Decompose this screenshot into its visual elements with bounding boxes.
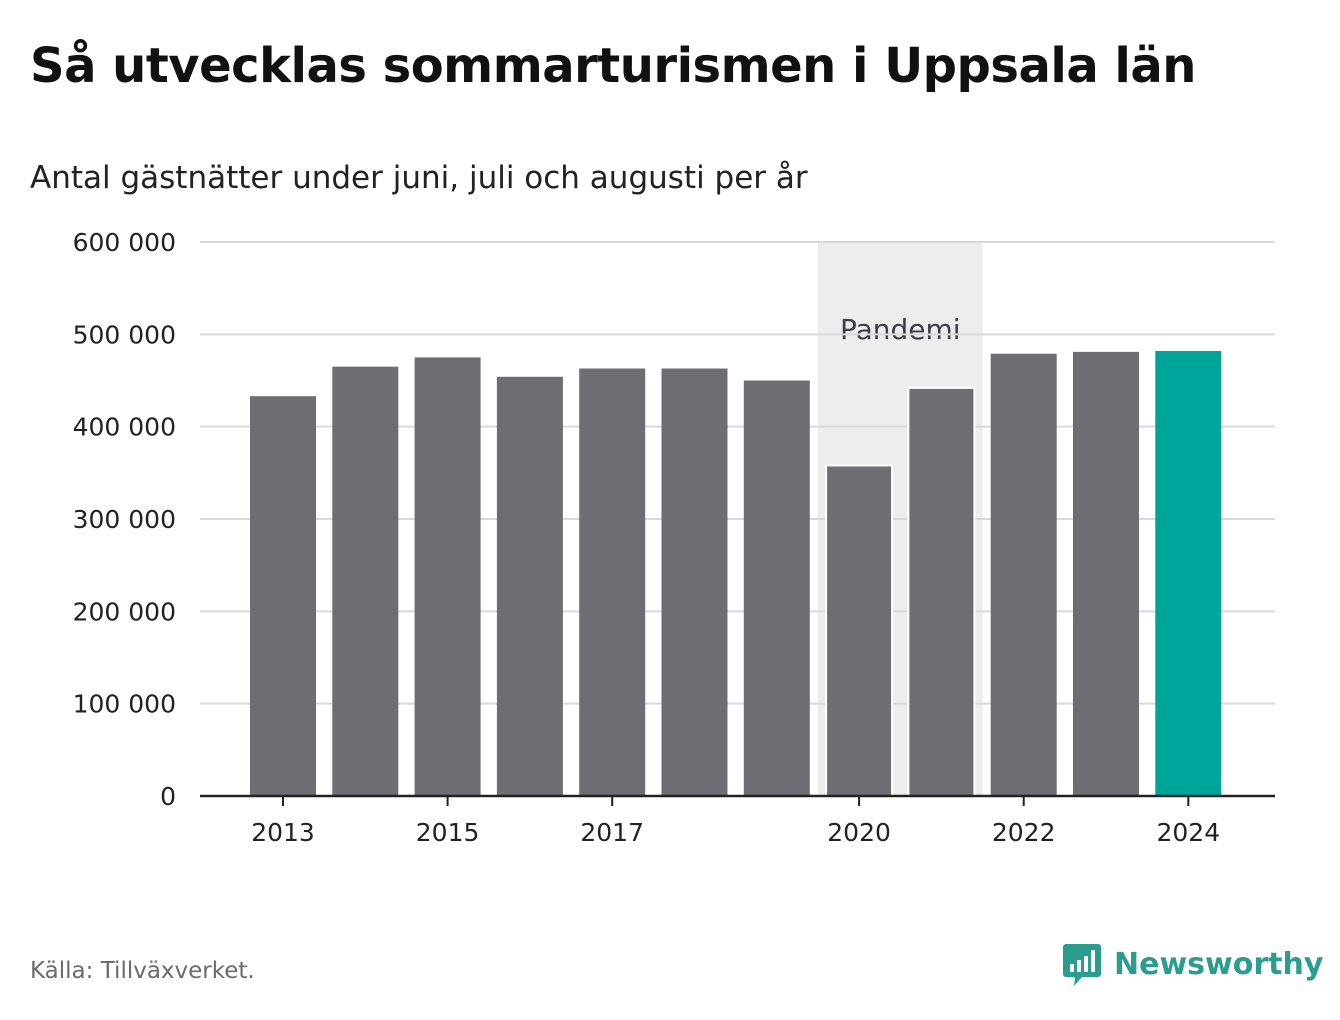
bar-chart: Pandemi 0 100 000 200 000 300 000 400 000 500… bbox=[73, 228, 1275, 847]
bar-2021 bbox=[907, 386, 976, 797]
axis-layer: 0 100 000 200 000 300 000 400 000 500 000 600 … bbox=[73, 228, 1275, 847]
bar-2015 bbox=[414, 357, 481, 796]
x-tick-label: 2022 bbox=[992, 818, 1056, 847]
bar-2024 bbox=[1155, 350, 1222, 796]
y-tick-label: 500 000 bbox=[73, 320, 176, 349]
bar-2014 bbox=[332, 366, 399, 796]
bar-2017 bbox=[579, 368, 646, 796]
y-tick-label: 600 000 bbox=[73, 228, 176, 257]
y-tick-label: 400 000 bbox=[73, 413, 176, 442]
y-tick-label: 200 000 bbox=[73, 597, 176, 626]
chart-title: Så utvecklas sommarturismen i Uppsala lä… bbox=[30, 38, 1196, 94]
bar-2020 bbox=[825, 464, 894, 797]
x-tick-label: 2020 bbox=[827, 818, 891, 847]
x-tick-label: 2015 bbox=[416, 818, 480, 847]
annotation-label: Pandemi bbox=[840, 313, 961, 346]
brand-name: Newsworthy bbox=[1114, 946, 1324, 982]
chart-subtitle: Antal gästnätter under juni, juli och au… bbox=[30, 160, 808, 196]
bar-layer bbox=[250, 350, 1222, 797]
bar-2018 bbox=[661, 368, 728, 796]
y-tick-label: 100 000 bbox=[73, 690, 176, 719]
bar-2023 bbox=[1073, 351, 1139, 796]
x-tick-label: 2024 bbox=[1156, 818, 1220, 847]
newsworthy-logo-icon bbox=[1063, 944, 1101, 986]
bar-2016 bbox=[496, 376, 563, 796]
source-note: Källa: Tillväxverket. bbox=[30, 958, 255, 984]
bar-2013 bbox=[250, 396, 316, 796]
bar-2019 bbox=[743, 380, 810, 796]
bar-2022 bbox=[990, 353, 1057, 796]
brand-logo[interactable]: Newsworthy bbox=[1062, 940, 1323, 988]
x-tick-label: 2017 bbox=[580, 818, 644, 847]
x-tick-label: 2013 bbox=[251, 818, 315, 847]
y-tick-label: 0 bbox=[160, 782, 176, 811]
y-tick-label: 300 000 bbox=[73, 505, 176, 534]
